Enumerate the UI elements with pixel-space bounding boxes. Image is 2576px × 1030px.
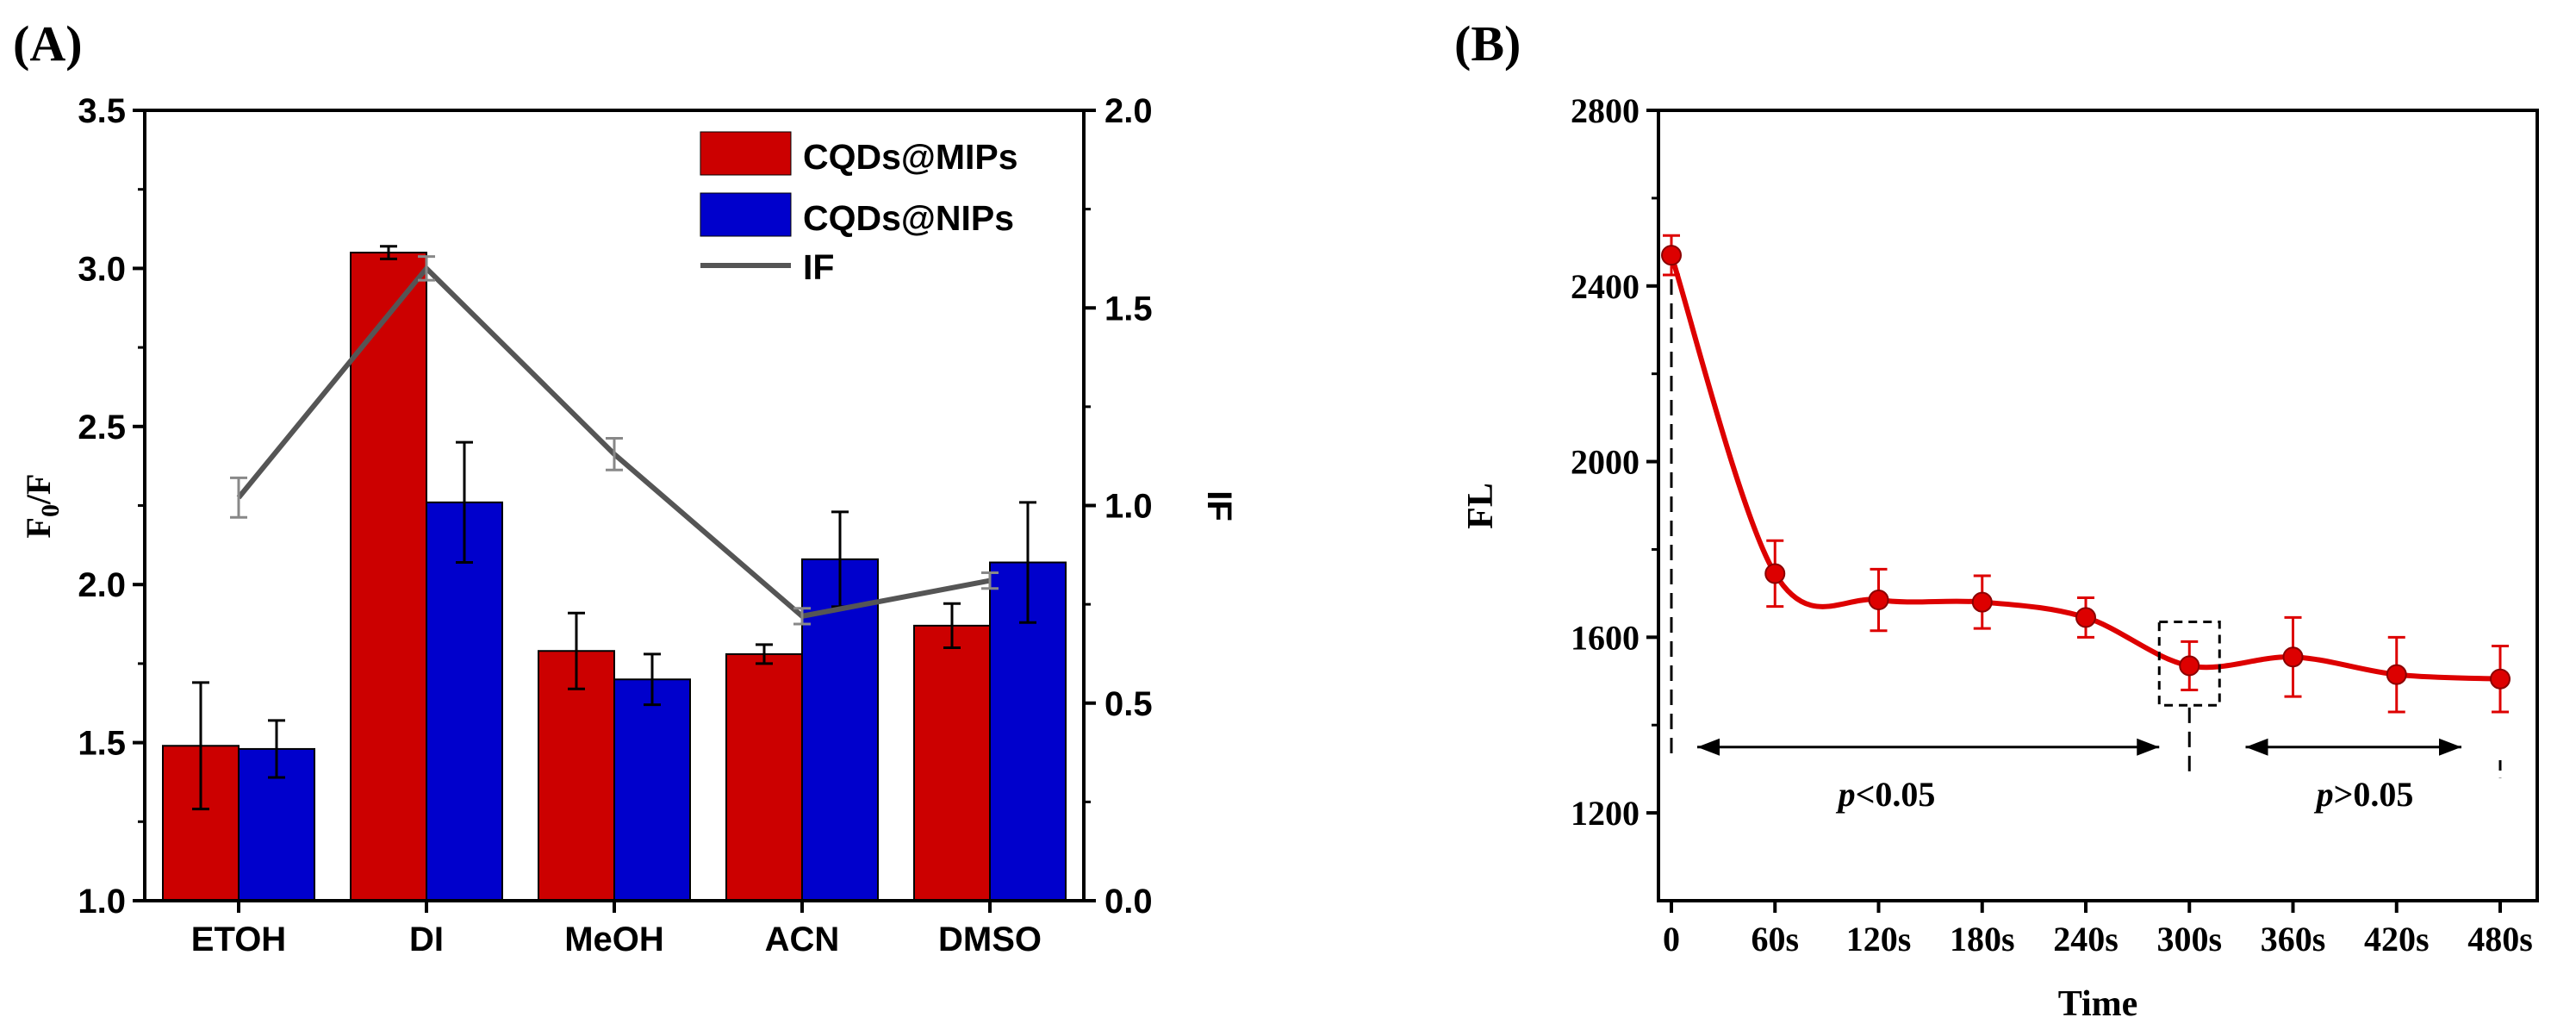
bar-mips (725, 652, 803, 902)
legend-swatch-nips (700, 192, 792, 237)
range-arrow-significant-head-left (1697, 738, 1720, 756)
panel-a-label: (A) (13, 16, 83, 72)
x-tick-label: DMSO (938, 921, 1042, 958)
y-tick-label: 2000 (1571, 443, 1640, 482)
legend-swatch-mips (700, 131, 792, 176)
panel-a-y2-axis-label: IF (1200, 490, 1238, 521)
x-tick-label: 120s (1846, 920, 1912, 958)
legend-label-if: IF (803, 247, 834, 287)
ylabel-sub: 0 (36, 504, 65, 517)
x-tick-label: 360s (2261, 920, 2326, 958)
x-tick-label: DI (409, 921, 444, 958)
fl-point (2490, 668, 2511, 690)
y2-tick-label: 2.0 (1104, 92, 1153, 130)
y-tick-label: 2.0 (78, 566, 126, 604)
x-tick-label: ACN (765, 921, 840, 958)
panel-a-legend: CQDs@MIPs CQDs@NIPs IF (700, 131, 1018, 287)
panel-a-bars (162, 245, 1067, 902)
panel-a: (A) ETOH DI MeOH ACN DMSO 1.0 1.5 2.0 2.5 3.0 3.5 0… (13, 16, 1238, 958)
panel-b-x-axis-label: Time (2058, 984, 2138, 1024)
fl-point (2179, 655, 2200, 677)
y-tick-label: 2400 (1571, 267, 1640, 306)
legend-label-mips: CQDs@MIPs (803, 137, 1018, 177)
y-tick-label: 1.5 (78, 725, 126, 763)
x-tick-label: 420s (2364, 920, 2430, 958)
x-tick-label: 60s (1751, 920, 1799, 958)
y-tick-label: 2800 (1571, 91, 1640, 130)
annotation-p-greater-p: p (2314, 775, 2334, 814)
panel-b-label: (B) (1454, 16, 1521, 72)
y-tick-label: 1600 (1571, 618, 1640, 657)
panel-b-y-axis-label: FL (1461, 483, 1501, 529)
fl-point (1661, 245, 1682, 266)
fl-point (1868, 590, 1889, 611)
y2-tick-label: 0.5 (1104, 685, 1153, 723)
y-tick-label: 3.0 (78, 250, 126, 288)
y2-tick-label: 1.5 (1104, 290, 1153, 328)
x-tick-label: 480s (2467, 920, 2533, 958)
bar-mips (913, 624, 991, 902)
annotation-p-less: p<0.05 (1836, 775, 1936, 814)
annotation-p-greater-text: >0.05 (2334, 775, 2414, 814)
y2-tick-label: 1.0 (1104, 488, 1153, 526)
y-tick-label: 1200 (1571, 794, 1640, 833)
panel-b-marks (1661, 234, 2511, 778)
annotation-p-greater: p>0.05 (2314, 775, 2414, 814)
ylabel-rest: /F (19, 474, 58, 506)
x-tick-label: 0 (1663, 920, 1680, 958)
y2-tick-label: 0.0 (1104, 883, 1153, 921)
y-tick-label: 1.0 (78, 883, 126, 921)
ylabel-main: F (19, 517, 58, 538)
range-arrow-significant-head-right (2137, 738, 2160, 756)
panel-a-y-axis-label: F0/F (19, 474, 65, 539)
fl-point (2386, 664, 2407, 685)
range-arrow-nonsignificant-head-left (2245, 738, 2268, 756)
panel-b-annotations: p<0.05 p>0.05 (1836, 775, 2414, 814)
x-tick-label: ETOH (191, 921, 286, 958)
panel-b: (B) 0 60s 120s 180s 240s 300s 360s 420s 480s 1200… (1454, 16, 2539, 1024)
legend-label-nips: CQDs@NIPs (803, 198, 1014, 238)
fl-point (1971, 591, 1993, 613)
x-tick-label: 240s (2053, 920, 2119, 958)
highlight-box (2157, 621, 2221, 707)
panel-a-if-line (230, 255, 999, 626)
x-tick-label: 180s (1950, 920, 2015, 958)
fl-point (1764, 563, 1786, 584)
x-tick-label: MeOH (564, 921, 664, 958)
annotation-p-less-text: <0.05 (1856, 775, 1936, 814)
panel-b-plot-frame (1657, 109, 2539, 902)
range-arrow-nonsignificant-head-right (2439, 738, 2461, 756)
fl-point (2282, 646, 2304, 668)
y-tick-label: 3.5 (78, 92, 126, 130)
y-tick-label: 2.5 (78, 409, 126, 446)
annotation-p-less-p: p (1836, 775, 1856, 814)
fl-point (2075, 607, 2096, 628)
x-tick-label: 300s (2156, 920, 2222, 958)
bar-nips (613, 678, 691, 902)
